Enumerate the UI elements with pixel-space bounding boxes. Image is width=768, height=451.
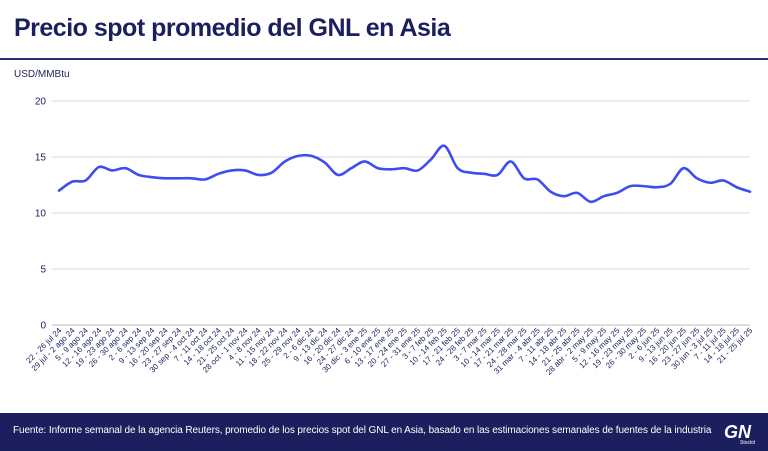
data-point [748,189,753,194]
data-point [136,172,141,177]
data-point [269,170,274,175]
data-point [575,190,580,195]
source-note: Fuente: Informe semanal de la agencia Re… [13,425,712,436]
data-point [282,159,287,164]
data-point [110,168,115,173]
logo-subtext: Stockit [740,440,756,446]
data-point [681,166,686,171]
data-point [150,175,155,180]
y-axis-unit-label: USD/MMBtu [14,69,70,80]
data-point [415,168,420,173]
series-line [57,144,752,204]
title-divider [0,58,768,60]
data-point [322,160,327,165]
data-point [588,199,593,204]
data-point [548,189,553,194]
data-point [389,167,394,172]
data-point [203,177,208,182]
data-point [57,188,62,193]
data-point [362,159,367,164]
y-tick-label: 15 [35,153,47,164]
chart-series [57,143,753,204]
data-point [495,172,500,177]
data-point [721,178,726,183]
data-point [601,194,606,199]
data-point [668,181,673,186]
y-tick-label: 0 [40,321,46,332]
gn-logo: GN Stockit [724,422,756,446]
data-point [468,170,473,175]
data-point [296,153,301,158]
y-tick-label: 5 [40,265,46,276]
data-point [70,179,75,184]
data-point [615,190,620,195]
data-point [336,172,341,177]
y-tick-labels: 0 5 10 15 20 [35,97,47,332]
footer-bar: Fuente: Informe semanal de la agencia Re… [0,413,768,451]
chart-gridlines [52,100,750,326]
data-point [402,166,407,171]
data-point [708,180,713,185]
data-point [561,194,566,199]
data-point [429,157,434,162]
page-title: Precio spot promedio del GNL en Asia [14,14,451,42]
data-point [123,166,128,171]
data-point [641,184,646,189]
data-point [229,168,234,173]
data-point [654,185,659,190]
data-point [176,176,181,181]
data-point [349,166,354,171]
data-point [442,143,447,148]
data-point [96,165,101,170]
data-point [482,171,487,176]
data-point [508,159,513,164]
data-point [83,178,88,183]
data-point [375,166,380,171]
data-point [243,168,248,173]
data-point [256,172,261,177]
data-point [734,185,739,190]
data-point [163,176,168,181]
data-point [216,171,221,176]
data-point [455,166,460,171]
data-point [189,176,194,181]
data-point [628,184,633,189]
logo-mark: GN [724,422,752,442]
data-point [694,176,699,181]
y-tick-label: 20 [35,97,47,108]
y-tick-label: 10 [35,209,47,220]
data-point [309,153,314,158]
data-point [522,176,527,181]
data-point [535,177,540,182]
